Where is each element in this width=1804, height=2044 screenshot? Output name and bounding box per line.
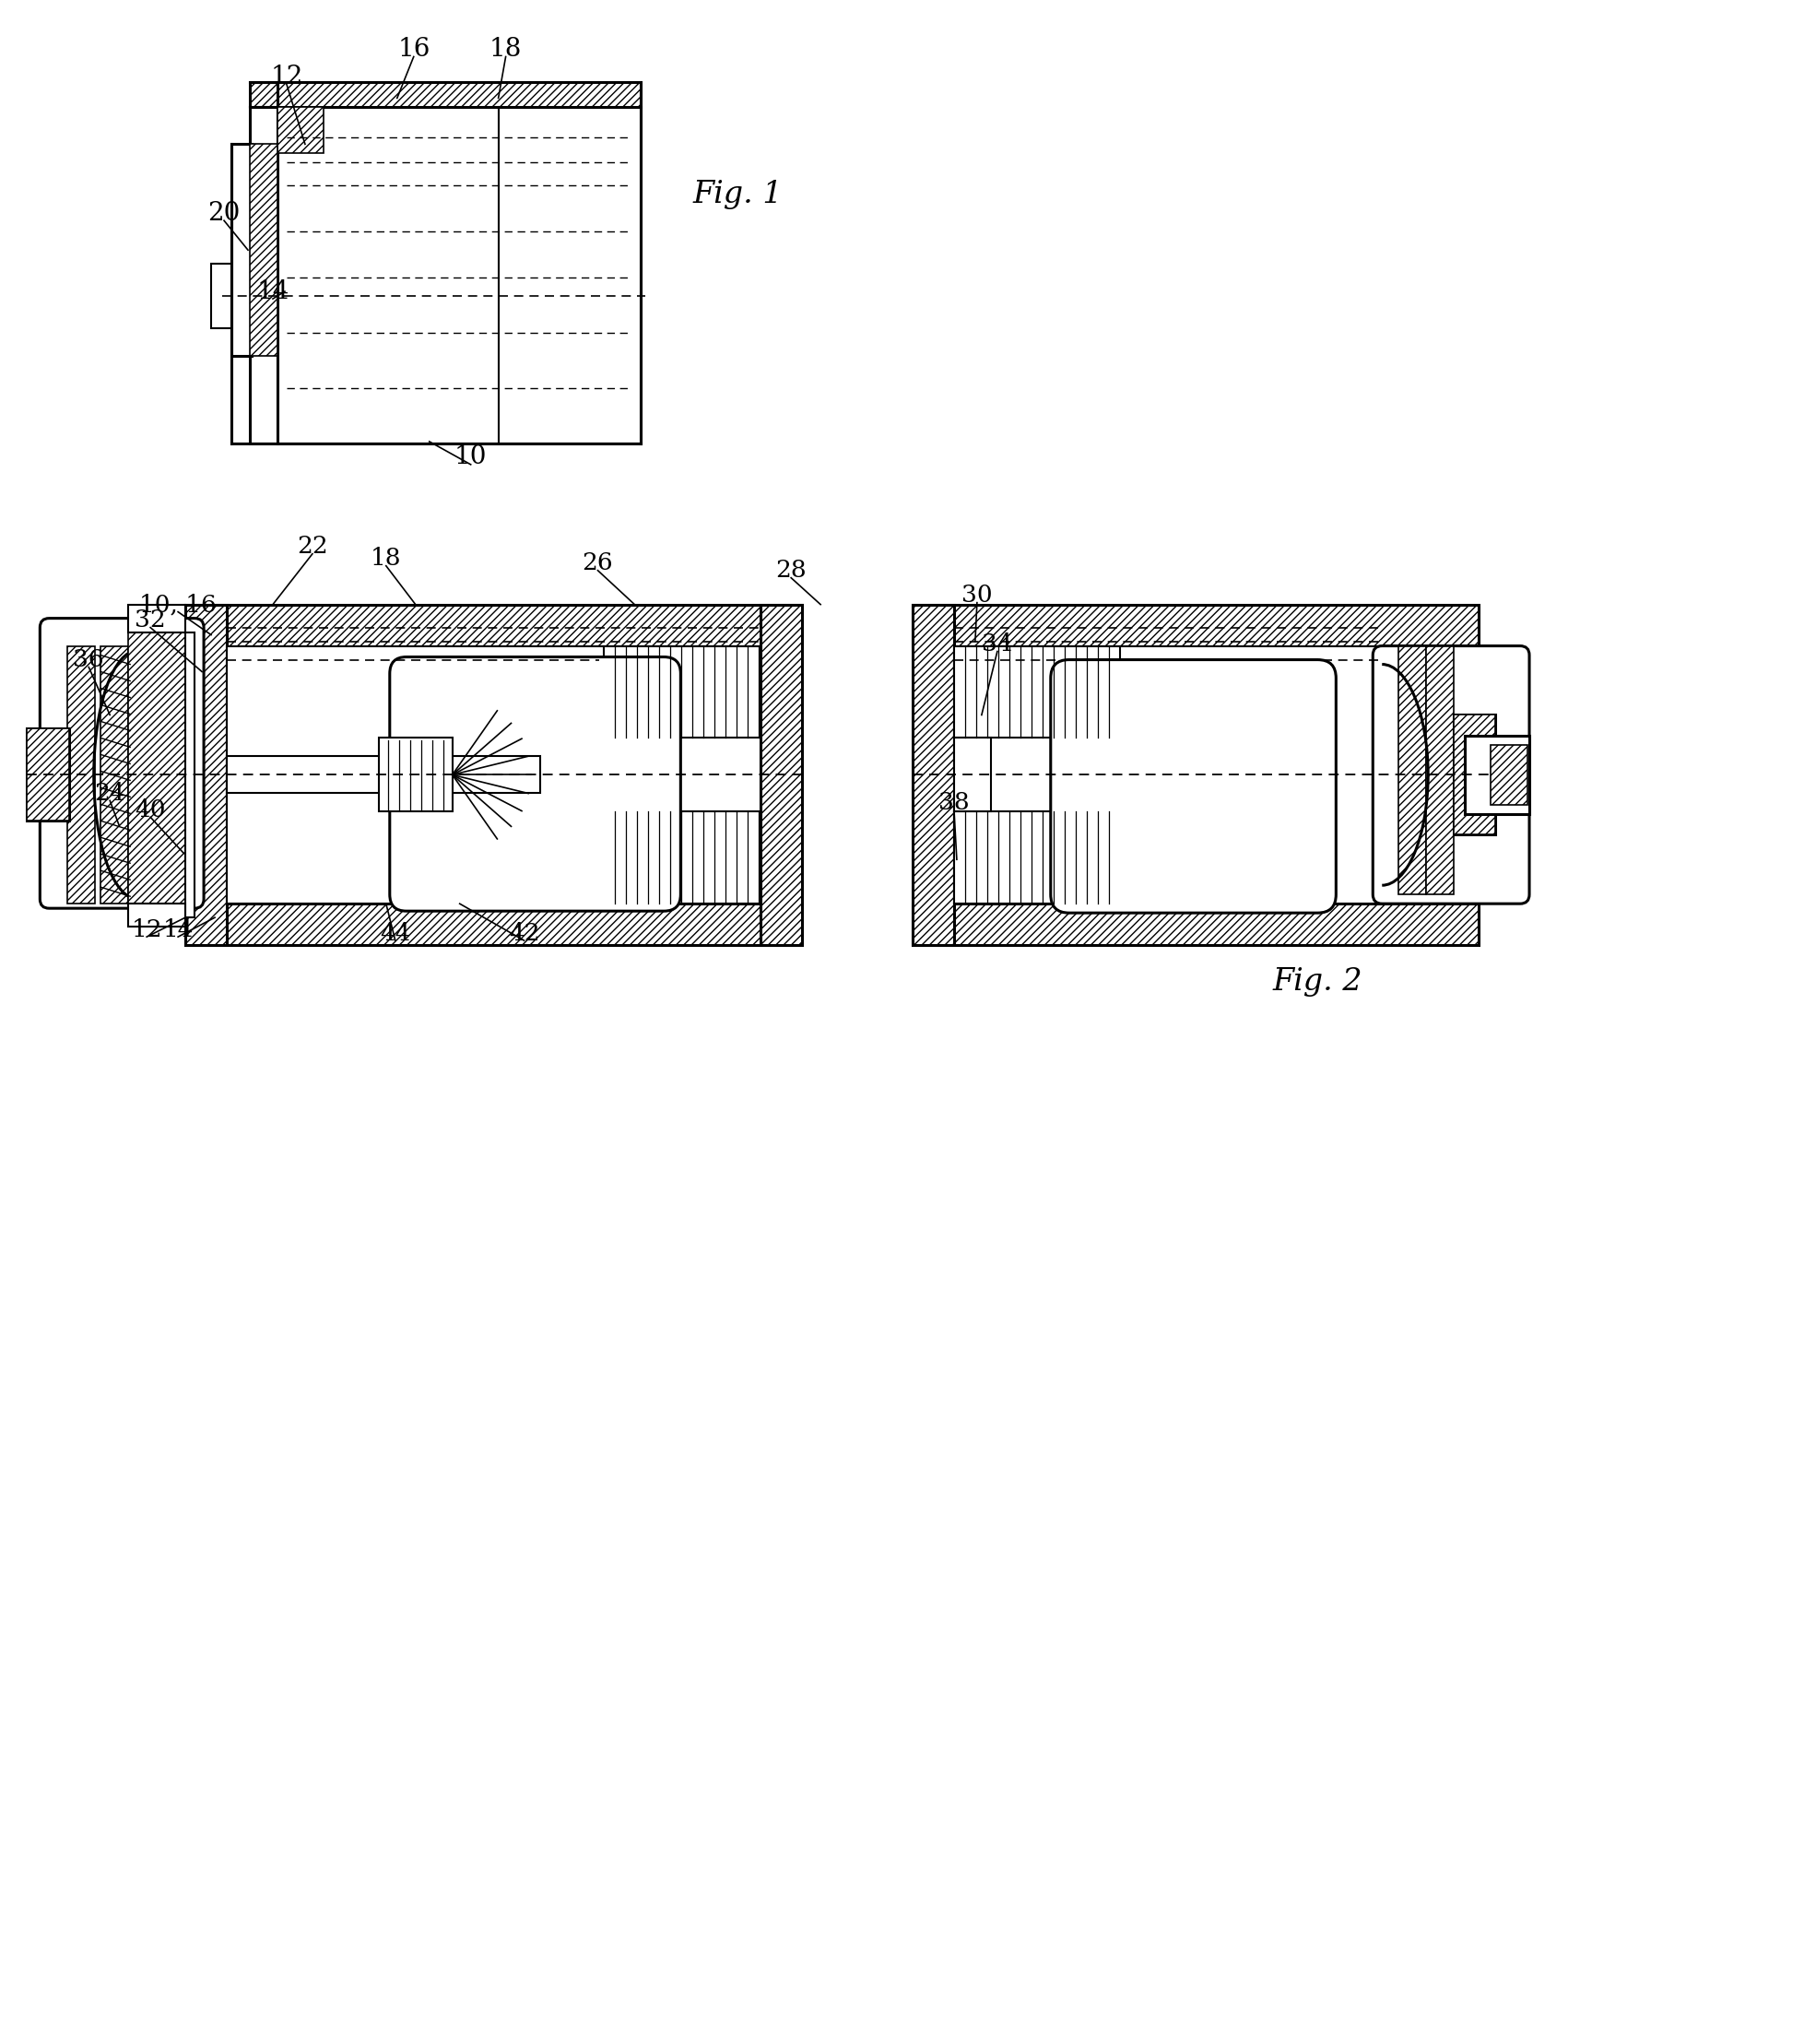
Text: 24: 24: [94, 781, 124, 805]
Text: 18: 18: [370, 548, 400, 570]
Text: 38: 38: [938, 791, 969, 814]
Text: 42: 42: [509, 922, 539, 944]
Bar: [128, 632, 188, 918]
Bar: [954, 646, 1477, 903]
Text: 44: 44: [379, 922, 411, 944]
Bar: [211, 264, 231, 329]
Text: 26: 26: [583, 552, 613, 574]
Bar: [1452, 715, 1494, 834]
Bar: [604, 646, 759, 738]
Text: 30: 30: [962, 585, 992, 607]
Bar: [27, 730, 69, 822]
Bar: [186, 605, 801, 646]
Text: 28: 28: [776, 558, 806, 583]
Text: 20: 20: [207, 200, 240, 225]
Text: 14: 14: [256, 280, 289, 305]
Text: 18: 18: [489, 37, 521, 61]
Text: Fig. 1: Fig. 1: [693, 180, 783, 211]
Bar: [1465, 736, 1528, 814]
Text: 10, 16: 10, 16: [139, 593, 216, 615]
Bar: [231, 145, 251, 356]
Bar: [379, 738, 453, 811]
Bar: [278, 108, 323, 153]
Text: 32: 32: [135, 609, 166, 632]
Bar: [278, 108, 640, 444]
Bar: [604, 811, 759, 903]
Bar: [101, 646, 128, 903]
Bar: [1490, 746, 1526, 805]
Bar: [186, 632, 195, 918]
Text: 16: 16: [397, 37, 429, 61]
Text: 10: 10: [455, 446, 487, 470]
Bar: [67, 646, 96, 903]
Text: 36: 36: [74, 648, 105, 670]
FancyBboxPatch shape: [390, 656, 680, 912]
Bar: [186, 903, 801, 944]
Bar: [128, 605, 186, 632]
FancyBboxPatch shape: [1373, 646, 1528, 903]
FancyBboxPatch shape: [1050, 660, 1335, 914]
Bar: [1398, 646, 1425, 895]
Text: 40: 40: [135, 799, 166, 822]
Bar: [27, 730, 69, 822]
Bar: [278, 82, 640, 108]
Bar: [913, 605, 954, 944]
FancyBboxPatch shape: [40, 617, 204, 908]
Text: 34: 34: [981, 632, 1012, 656]
Bar: [954, 646, 1118, 738]
Bar: [249, 145, 278, 356]
Text: 22: 22: [296, 536, 328, 558]
Text: Fig. 2: Fig. 2: [1272, 967, 1362, 997]
Bar: [1425, 646, 1452, 895]
Bar: [128, 903, 186, 926]
Text: 14: 14: [162, 918, 193, 940]
Bar: [249, 82, 278, 108]
Text: 12: 12: [271, 65, 303, 90]
Bar: [1452, 715, 1494, 834]
Bar: [954, 811, 1118, 903]
Bar: [227, 646, 759, 903]
Bar: [186, 605, 227, 944]
Bar: [954, 738, 990, 811]
Bar: [604, 738, 640, 811]
Bar: [249, 108, 278, 444]
Bar: [913, 605, 1477, 646]
Bar: [227, 756, 539, 793]
Text: 12: 12: [132, 918, 162, 940]
Bar: [759, 605, 801, 944]
Bar: [913, 903, 1477, 944]
